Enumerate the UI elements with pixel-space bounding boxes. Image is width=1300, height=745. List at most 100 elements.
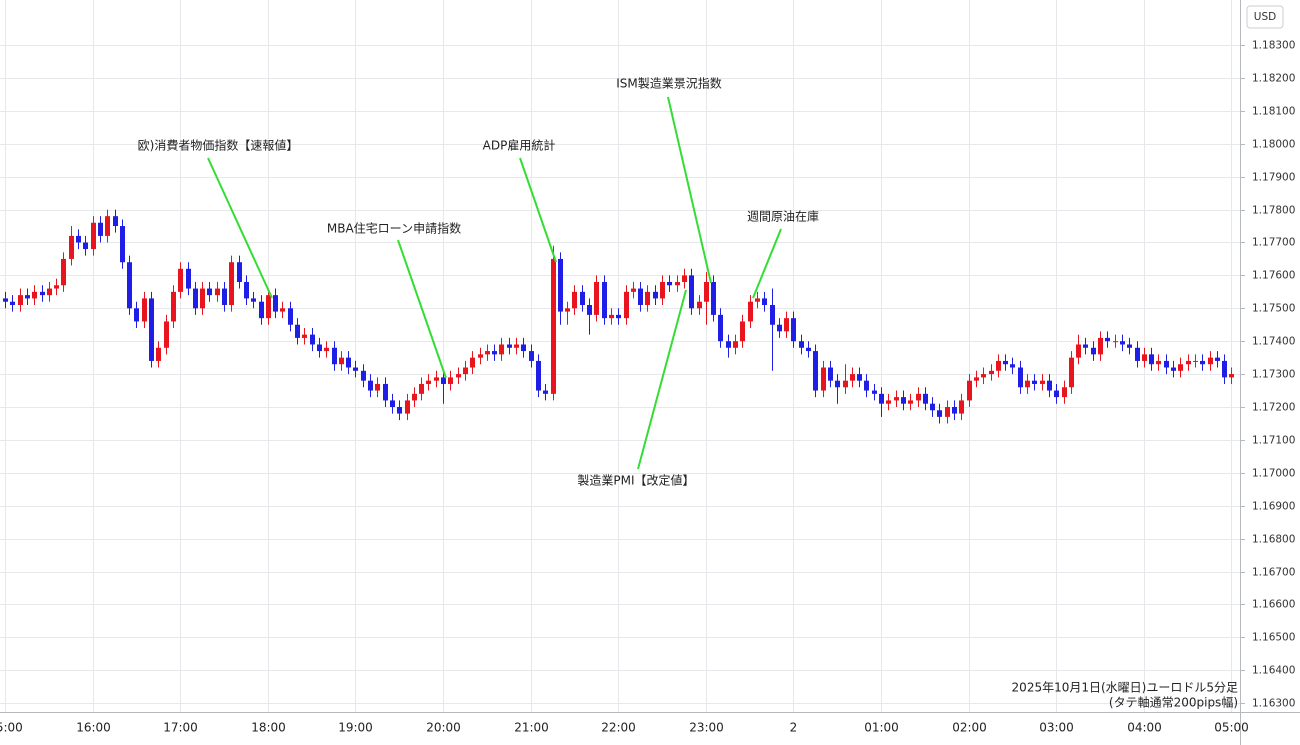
candle-body	[1222, 360, 1227, 378]
candle-body	[40, 291, 45, 296]
candle-body	[346, 357, 351, 368]
candle-body	[200, 288, 205, 309]
candles	[3, 209, 1234, 424]
candle-body	[1186, 360, 1191, 365]
candle-body	[638, 288, 643, 306]
candle-body	[3, 298, 8, 302]
candle-body	[1098, 337, 1103, 355]
y-tick-label: 1.16400	[1252, 665, 1295, 677]
note: 2025年10月1日(水曜日)ユーロドル5分足	[1012, 681, 1238, 695]
candle-body	[543, 390, 548, 394]
annotation-label: 製造業PMI【改定値】	[577, 473, 694, 488]
candle-body	[602, 281, 607, 319]
x-tick-label: 15:00	[0, 721, 23, 735]
candle-body	[405, 400, 410, 414]
x-tick-label: 18:00	[251, 721, 286, 735]
x-tick-label: 02:00	[952, 721, 987, 735]
y-tick-label: 1.16600	[1252, 599, 1295, 611]
candle-body	[222, 288, 227, 306]
candle-body	[229, 262, 234, 306]
annotation-label: MBA住宅ローン申請指数	[327, 221, 461, 236]
candle-body	[1200, 360, 1205, 365]
candle-body	[580, 291, 585, 306]
candle-body	[879, 393, 884, 404]
candle-body	[273, 295, 278, 312]
candle-body	[105, 216, 110, 236]
candle-body	[32, 291, 37, 299]
candle-body	[835, 380, 840, 388]
candle-body	[69, 235, 74, 259]
annotation-line	[667, 96, 712, 284]
candle-body	[310, 334, 315, 345]
candle-body	[353, 367, 358, 371]
grid	[0, 0, 1240, 712]
candle-body	[1083, 344, 1088, 348]
candle-body	[237, 262, 242, 282]
candle-body	[733, 341, 738, 348]
candle-body	[908, 400, 913, 404]
candle-body	[711, 281, 716, 315]
candle-body	[631, 288, 636, 292]
candle-body	[945, 406, 950, 417]
candle-body	[390, 400, 395, 407]
candle-body	[981, 374, 986, 378]
candle-body	[207, 288, 212, 296]
annotation-label: 週間原油在庫	[747, 210, 819, 224]
annotation-line	[207, 157, 273, 299]
candle-body	[1113, 341, 1118, 343]
candle-body	[193, 288, 198, 309]
candle-body	[186, 268, 191, 289]
candle-body	[156, 347, 161, 361]
candle-body	[850, 374, 855, 381]
candle-body	[266, 295, 271, 319]
candle-body	[113, 216, 118, 227]
candle-body	[689, 275, 694, 309]
candle-body	[784, 318, 789, 332]
candle-body	[1215, 357, 1220, 361]
candle-body	[894, 397, 899, 401]
candle-body	[806, 347, 811, 352]
candle-body	[280, 308, 285, 312]
candle-body	[419, 383, 424, 394]
annotation-line	[752, 228, 782, 299]
candle-body	[507, 344, 512, 348]
x-tick-label: 16:00	[76, 721, 111, 735]
candle-body	[361, 370, 366, 381]
candle-body	[1156, 360, 1161, 365]
candle-body	[339, 357, 344, 365]
candle-body	[697, 301, 702, 309]
candle-body	[1047, 380, 1052, 391]
y-tick-label: 1.17400	[1252, 336, 1295, 348]
candle-body	[1069, 357, 1074, 388]
x-tick-label: 23:00	[689, 721, 724, 735]
candle-body	[937, 410, 942, 417]
candle-body	[397, 406, 402, 414]
candle-body	[448, 377, 453, 384]
x-tick-label: 01:00	[864, 721, 899, 735]
candle-body	[616, 314, 621, 319]
candle-body	[1120, 341, 1125, 345]
candle-body	[857, 374, 862, 381]
candle-body	[974, 377, 979, 381]
annotation-label: ISM製造業景況指数	[616, 76, 722, 91]
y-tick-label: 1.18300	[1252, 40, 1295, 52]
y-tick-label: 1.18000	[1252, 139, 1295, 151]
candle-body	[164, 321, 169, 348]
candle-body	[142, 298, 147, 322]
candle-body	[98, 222, 103, 236]
annotations: 欧)消費者物価指数【速報値】 MBA住宅ローン申請指数 ADP雇用統計 ISM製造業景…	[138, 76, 819, 488]
y-tick-label: 1.17500	[1252, 303, 1295, 315]
candle-body	[302, 334, 307, 338]
candle-body	[923, 393, 928, 404]
candle-body	[1040, 380, 1045, 384]
candle-body	[83, 242, 88, 250]
y-tick-label: 1.18200	[1252, 73, 1295, 85]
candle-body	[1208, 357, 1213, 365]
candle-body	[740, 321, 745, 342]
candle-body	[901, 397, 906, 404]
candle-body	[485, 351, 490, 355]
annotation-line	[397, 239, 447, 379]
candle-body	[288, 308, 293, 325]
candle-body	[755, 298, 760, 302]
